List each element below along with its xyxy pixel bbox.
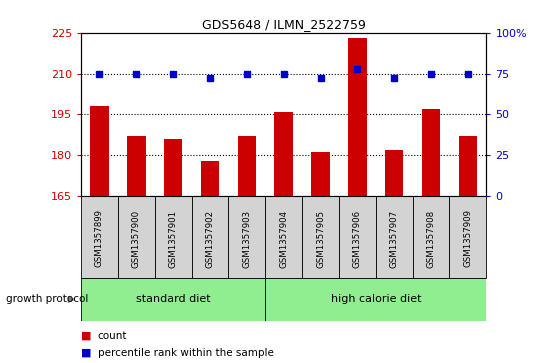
Bar bbox=[274, 112, 293, 196]
Bar bbox=[459, 136, 477, 196]
Text: GSM1357909: GSM1357909 bbox=[463, 209, 472, 268]
Bar bbox=[376, 196, 413, 278]
Text: GSM1357902: GSM1357902 bbox=[206, 209, 215, 268]
Text: GSM1357908: GSM1357908 bbox=[427, 209, 435, 268]
Text: ■: ■ bbox=[81, 331, 92, 341]
Bar bbox=[192, 196, 229, 278]
Bar bbox=[127, 136, 145, 196]
Text: standard diet: standard diet bbox=[136, 294, 211, 305]
Text: GSM1357903: GSM1357903 bbox=[243, 209, 252, 268]
Bar bbox=[164, 139, 182, 196]
Bar bbox=[266, 196, 302, 278]
Text: GSM1357901: GSM1357901 bbox=[169, 209, 178, 268]
Text: GSM1357900: GSM1357900 bbox=[132, 209, 141, 268]
Bar bbox=[155, 196, 192, 278]
Text: GSM1357899: GSM1357899 bbox=[95, 209, 104, 268]
Text: GSM1357906: GSM1357906 bbox=[353, 209, 362, 268]
Bar bbox=[90, 106, 108, 196]
Bar bbox=[302, 196, 339, 278]
Bar bbox=[81, 278, 266, 321]
Text: high calorie diet: high calorie diet bbox=[330, 294, 421, 305]
Text: percentile rank within the sample: percentile rank within the sample bbox=[98, 348, 274, 358]
Text: GSM1357907: GSM1357907 bbox=[390, 209, 399, 268]
Bar bbox=[201, 161, 219, 196]
Bar bbox=[311, 152, 330, 196]
Bar bbox=[118, 196, 155, 278]
Text: growth protocol: growth protocol bbox=[6, 294, 88, 305]
Title: GDS5648 / ILMN_2522759: GDS5648 / ILMN_2522759 bbox=[202, 19, 366, 32]
Bar bbox=[413, 196, 449, 278]
Bar bbox=[229, 196, 266, 278]
Text: ■: ■ bbox=[81, 348, 92, 358]
Text: GSM1357905: GSM1357905 bbox=[316, 209, 325, 268]
Bar bbox=[238, 136, 256, 196]
Bar bbox=[339, 196, 376, 278]
Bar bbox=[266, 278, 486, 321]
Bar bbox=[348, 38, 367, 196]
Bar bbox=[385, 150, 404, 196]
Bar bbox=[449, 196, 486, 278]
Bar bbox=[81, 196, 118, 278]
Text: count: count bbox=[98, 331, 127, 341]
Bar bbox=[422, 109, 440, 196]
Text: GSM1357904: GSM1357904 bbox=[279, 209, 288, 268]
